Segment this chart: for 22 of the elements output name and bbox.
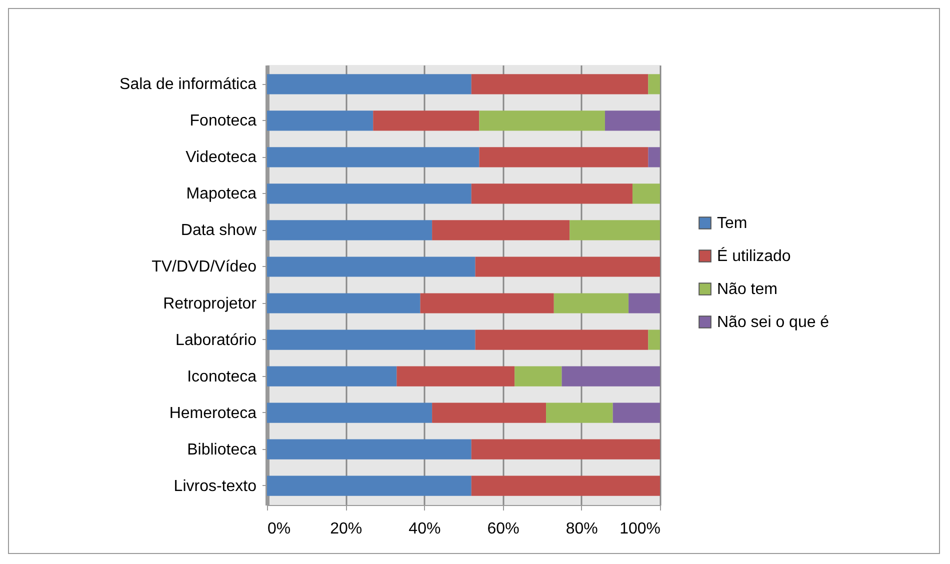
y-tick-label: Laboratório: [176, 332, 257, 349]
x-tick-label: 20%: [330, 520, 362, 538]
legend-label: Não tem: [717, 281, 778, 298]
legend-label: É utilizado: [717, 247, 791, 265]
y-tick-label: Sala de informática: [120, 76, 257, 94]
y-tick-label: Fonoteca: [190, 112, 257, 130]
x-tick-label: 40%: [408, 520, 441, 538]
y-tick-label: Iconoteca: [187, 368, 257, 386]
legend-label: Tem: [717, 215, 748, 232]
legend-label: Não sei o que é: [717, 314, 830, 331]
x-tick-label: 0%: [268, 520, 291, 538]
y-tick-label: Mapoteca: [186, 186, 257, 203]
y-tick-label: Videoteca: [186, 149, 257, 166]
x-tick-label: 80%: [566, 520, 598, 538]
y-tick-label: Biblioteca: [187, 441, 257, 458]
x-tick-label: 60%: [487, 520, 520, 538]
y-tick-label: Retroprojetor: [163, 295, 258, 312]
y-tick-label: Livros-texto: [174, 478, 257, 495]
y-tick-label: TV/DVD/Vídeo: [152, 258, 257, 276]
x-tick-label: 100%: [620, 520, 660, 538]
y-tick-label: Data show: [180, 222, 257, 240]
y-tick-label: Hemeroteca: [169, 404, 257, 422]
